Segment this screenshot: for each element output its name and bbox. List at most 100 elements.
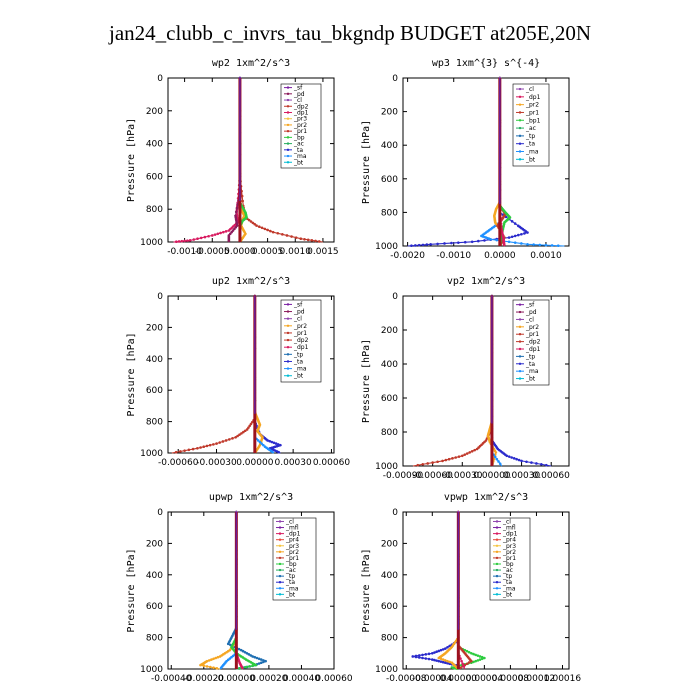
series-ma-point [538,243,542,247]
y-tick-label: 400 [146,140,163,150]
legend-label: _tp [525,353,535,360]
legend-marker [286,331,290,335]
series-pr2-point [444,659,447,662]
series-pr1-point [240,194,244,198]
series-bp-point [474,653,477,657]
legend-label: _ma [293,153,307,160]
x-tick-label: -0.00030 [196,458,237,468]
series-pr1-point [258,225,261,228]
series-pr1-point [236,434,239,438]
series-pr1-point [218,441,222,444]
y-tick-label: 800 [381,208,398,218]
series-ta-point [427,652,431,656]
y-axis-label: Pressure [hPa] [361,120,372,204]
panel-upwp: upwp 1xm^2/s^3 Pressure [hPa] 0 200 400 600 80… [126,492,353,684]
series-pr1-point [251,221,255,225]
series-tp-point [237,647,241,651]
legend-label: _ma [525,368,539,375]
series-pr1-point [250,420,254,424]
legend-marker [495,544,499,547]
legend-label: _ac [285,567,296,574]
series-pr2-point [215,667,219,670]
series-pr1-point [199,446,202,449]
series-ta-point [414,655,418,659]
series-pr1-point [475,447,479,451]
series-pr1-point [459,666,462,669]
plot-frame [167,295,335,454]
series-ta-point [413,244,417,247]
legend-label: _pr1 [525,109,539,116]
series-pr1-line [412,296,493,467]
legend-label: _dp1 [293,109,309,116]
series-bp-point [478,655,482,658]
legend-label: _dp2 [293,337,309,344]
legend-box [512,83,550,167]
plot-frame [402,511,570,670]
series-tp-point [264,659,267,663]
series-pr1-point [271,230,275,234]
legend-label: _sf [293,85,303,92]
series-ta-point [510,235,514,239]
legend-marker [518,134,522,138]
series-dp1-point [222,230,225,234]
y-tick-label: 1000 [140,238,163,248]
legend-label: _dp2 [293,103,309,110]
series-ma-point [256,439,260,442]
legend-label: _pr2 [525,324,539,331]
x-tick-label: 0.0000 [484,251,516,261]
series-ta-point [544,463,548,467]
x-tick-label: 0.00060 [315,674,352,684]
legend-label: _cl [293,316,302,323]
series-ta-point [510,456,513,459]
y-tick-label: 1000 [375,462,398,472]
legend-marker [518,369,522,373]
y-tick-label: 0 [157,74,163,84]
series-ta-point [483,239,486,242]
series-ta-point [272,441,276,445]
series-bp-line [451,512,487,670]
series-ta-point [433,651,436,654]
series-pr1-point [215,442,218,445]
series-pr1-point [243,429,247,433]
series-ta-point [507,236,511,239]
series-pr1-point [227,438,231,441]
x-tick-label: -0.00090 [383,471,424,481]
legend-marker [286,353,290,356]
series-pr1-point [314,239,317,243]
series-ta-point [517,458,521,462]
series-ma-point [556,244,560,248]
legend-marker [518,87,522,91]
series-ma-point [520,242,523,245]
legend-label: _dp1 [502,531,518,538]
legend-label: _bp [285,561,297,568]
series-ta-point [268,439,272,443]
series-pr2-point [214,656,218,660]
legend: _sf_pd_cl_pr2_pr1_dp2_dp1_tp_ta_ma_bt [280,299,322,383]
series-pr1-point [299,237,303,241]
series-pr1-point [454,456,457,459]
legend-marker [518,310,522,314]
y-tick-label: 200 [381,326,398,336]
series-ta-point [441,660,445,664]
series-pr1-point [241,199,244,203]
series-pr1-point [234,436,237,439]
legend-label: _pr2 [525,102,539,109]
x-tick-label: 0.00008 [492,674,529,684]
series-pr1-point [247,218,251,222]
y-tick-label: 800 [146,634,163,644]
series-pr2-point [448,660,451,664]
x-tick-label: 0.0000 [224,247,256,257]
series-pr1-point [231,437,234,440]
legend-marker [518,318,522,321]
y-tick-label: 400 [146,355,163,365]
legend-marker [495,550,499,554]
legend-label: _bt [285,591,296,598]
legend-label: _pr4 [285,537,299,544]
legend-label: _bt [525,376,536,383]
legend-marker [518,150,522,153]
legend-marker [286,111,290,114]
y-tick-label: 0 [157,292,163,302]
legend-label: _bp [502,561,514,568]
legend-marker [518,333,522,336]
series-pr1-point [467,661,471,664]
